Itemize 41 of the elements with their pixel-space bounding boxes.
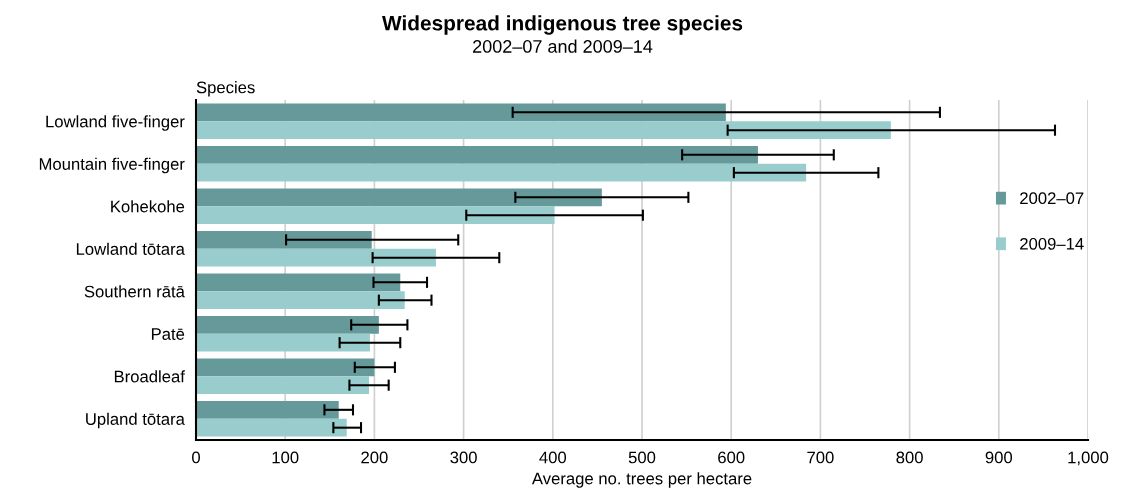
bar — [196, 206, 555, 225]
x-tick-label: 100 — [272, 451, 299, 464]
y-tick-label: Kohekohe — [111, 200, 185, 213]
bar — [196, 163, 807, 182]
bar — [196, 333, 370, 352]
y-axis-title: Species — [196, 81, 255, 97]
x-tick-label: 900 — [985, 451, 1013, 464]
bar — [196, 358, 375, 377]
chart-subtitle: 2002–07 and 2009–14 — [473, 39, 653, 53]
x-tick-label: 700 — [807, 451, 834, 464]
bar — [196, 418, 347, 437]
x-tick-label: 600 — [718, 451, 745, 464]
bar — [196, 121, 891, 140]
bar — [196, 400, 339, 419]
legend-label: 2002–07 — [1020, 192, 1084, 205]
bar — [196, 145, 758, 164]
x-tick-label: 400 — [539, 451, 567, 464]
bar — [196, 188, 602, 207]
y-tick-label: Upland tōtara — [86, 412, 185, 429]
x-tick-label: 500 — [628, 451, 656, 464]
legend-label: 2009–14 — [1020, 237, 1084, 250]
bar — [196, 248, 436, 267]
bar — [196, 315, 379, 334]
x-tick-label: 300 — [450, 451, 477, 464]
bar — [196, 376, 370, 395]
y-tick-label: Mountain five-finger — [39, 157, 185, 174]
x-axis-title: Average no. trees per hectare — [531, 472, 752, 488]
bar — [196, 230, 372, 249]
x-tick-label: 1,000 — [1068, 451, 1109, 466]
y-tick-label: Patē — [151, 328, 185, 340]
x-tick-label: 800 — [896, 451, 923, 464]
bar — [196, 273, 401, 292]
bar — [196, 291, 405, 310]
bar — [196, 103, 726, 122]
y-tick-label: Broadleaf — [114, 370, 185, 383]
y-tick-label: Southern rātā — [84, 285, 185, 298]
y-tick-label: Lowland tōtara — [76, 242, 185, 255]
y-tick-label: Lowland five-finger — [46, 115, 185, 131]
x-tick-label: 200 — [361, 451, 388, 464]
x-tick-label: 0 — [192, 451, 200, 464]
chart-title: Widespread indigenous tree species — [382, 15, 743, 35]
